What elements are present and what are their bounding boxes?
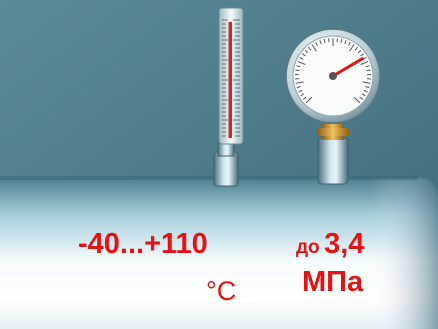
temperature-unit-label: °C — [206, 276, 237, 306]
pressure-label: до 3,4 — [296, 230, 364, 259]
pressure-gauge-icon — [285, 28, 381, 185]
pressure-prefix: до — [296, 237, 320, 258]
pressure-unit-label: МПа — [302, 266, 364, 298]
thermometer-icon — [213, 7, 244, 187]
pressure-value: 3,4 — [324, 228, 365, 260]
pipe-icon — [0, 176, 438, 329]
temperature-range-label: -40...+110 — [78, 228, 208, 260]
